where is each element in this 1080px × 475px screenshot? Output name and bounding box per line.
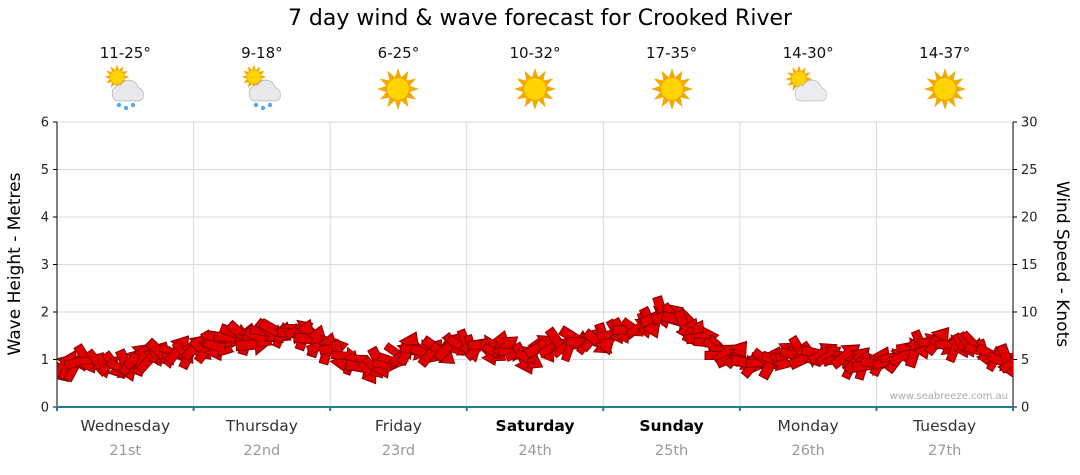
weather-icon-sun-showers [101,64,149,112]
weather-icon-sunny [921,64,969,112]
day-temperature-range: 9-18° [241,44,283,62]
left-tick-label: 2 [41,306,49,321]
day-date: 25th [654,443,689,459]
day-temperature-range: 14-37° [919,44,971,62]
left-tick-label: 6 [41,116,49,131]
weather-icon-sunny [648,64,696,112]
day-name: Wednesday [80,417,171,435]
chart-title: 7 day wind & wave forecast for Crooked R… [287,6,793,31]
day-temperature-range: 17-35° [646,44,698,62]
day-date: 26th [791,443,825,459]
right-tick-label: 15 [1021,258,1038,273]
day-temperature-range: 14-30° [782,44,834,62]
day-temperature-range: 11-25° [99,44,151,62]
day-name: Thursday [225,417,298,435]
day-date: 22nd [243,443,281,459]
day-name: Monday [777,417,839,435]
day-date: 21st [109,443,142,459]
day-date: 23rd [381,443,416,459]
day-name: Saturday [495,417,575,435]
right-tick-label: 30 [1021,116,1038,131]
weather-icon-sun-cloud [784,64,832,112]
weather-icon-sunny [374,64,422,112]
day-date: 27th [928,443,962,459]
day-name: Sunday [639,417,704,435]
day-temperature-range: 10-32° [509,44,561,62]
right-tick-label: 10 [1021,306,1038,321]
right-tick-label: 25 [1021,163,1038,178]
left-tick-label: 0 [41,401,49,416]
right-tick-label: 20 [1021,211,1038,226]
left-tick-label: 3 [41,258,49,273]
wind-speed-series [57,295,1013,385]
watermark: www.seabreeze.com.au [889,391,1008,402]
left-tick-label: 5 [41,163,49,178]
day-date: 24th [518,443,552,459]
day-name: Friday [374,417,422,435]
weather-icon-sun-showers [238,64,286,112]
wind-arrow [998,352,1013,374]
left-tick-label: 1 [41,353,49,368]
right-tick-label: 5 [1021,353,1029,368]
day-name: Tuesday [913,417,977,435]
left-tick-label: 4 [41,211,49,226]
right-tick-label: 0 [1021,401,1029,416]
day-temperature-range: 6-25° [377,44,420,62]
weather-icon-sunny [511,64,559,112]
